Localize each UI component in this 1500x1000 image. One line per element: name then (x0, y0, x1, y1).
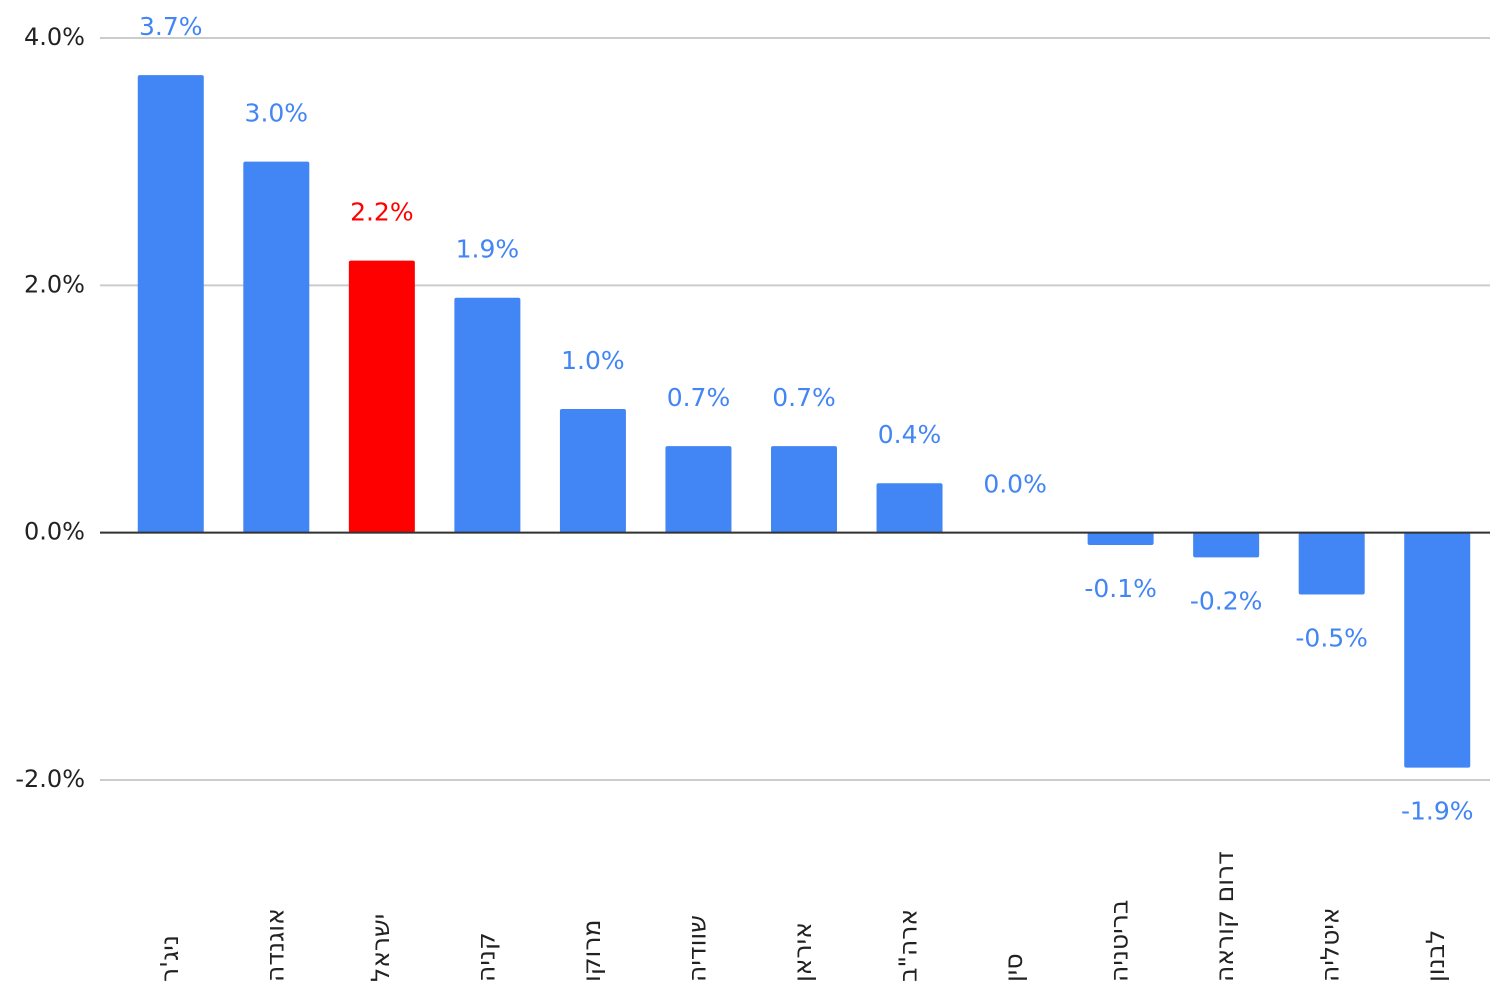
bar (771, 446, 837, 533)
bar (665, 446, 732, 533)
value-label: 0.0% (983, 470, 1047, 499)
x-tick-label: סין (999, 953, 1028, 982)
bar (1087, 532, 1154, 546)
y-tick-label: -2.0% (15, 765, 85, 793)
value-label: 0.7% (667, 383, 731, 412)
y-tick-label: 0.0% (24, 518, 85, 546)
x-tick-label: לבנון (1421, 930, 1450, 982)
x-tick-label: ניג'ר (155, 935, 184, 982)
value-label: 3.7% (139, 12, 203, 41)
bar (876, 483, 943, 533)
x-tick-label: איטליה (1316, 907, 1345, 982)
x-tick-label: מרוקו (577, 920, 606, 982)
bar (454, 297, 521, 533)
bar (1298, 532, 1365, 595)
bar (243, 161, 310, 533)
value-label: -0.1% (1084, 574, 1157, 603)
value-label: 0.4% (878, 420, 942, 449)
x-tick-label: שוודיה (682, 915, 711, 982)
y-tick-label: 2.0% (24, 270, 85, 298)
bar (1193, 532, 1260, 558)
bar (1404, 532, 1471, 768)
x-tick-label: ארה"ב (894, 909, 923, 982)
y-tick-label: 4.0% (24, 23, 85, 51)
value-label: 2.2% (350, 198, 414, 227)
value-label: -0.5% (1295, 624, 1368, 653)
x-tick-label: בריטניה (1105, 900, 1134, 982)
value-label: -1.9% (1401, 797, 1474, 826)
x-tick-label: ישראל (366, 914, 395, 982)
x-tick-label: אוגנדה (260, 908, 289, 982)
value-label: -0.2% (1190, 586, 1263, 615)
bar (559, 409, 626, 533)
bar (137, 75, 204, 533)
value-label: 1.9% (456, 235, 520, 264)
x-tick-label: איראן (788, 922, 817, 982)
bar (348, 260, 415, 533)
x-tick-label: דרום קוראה (1210, 851, 1239, 982)
value-label: 1.0% (561, 346, 625, 375)
x-tick-label: קניה (471, 932, 500, 982)
value-label: 3.0% (245, 99, 309, 128)
value-label: 0.7% (772, 383, 836, 412)
